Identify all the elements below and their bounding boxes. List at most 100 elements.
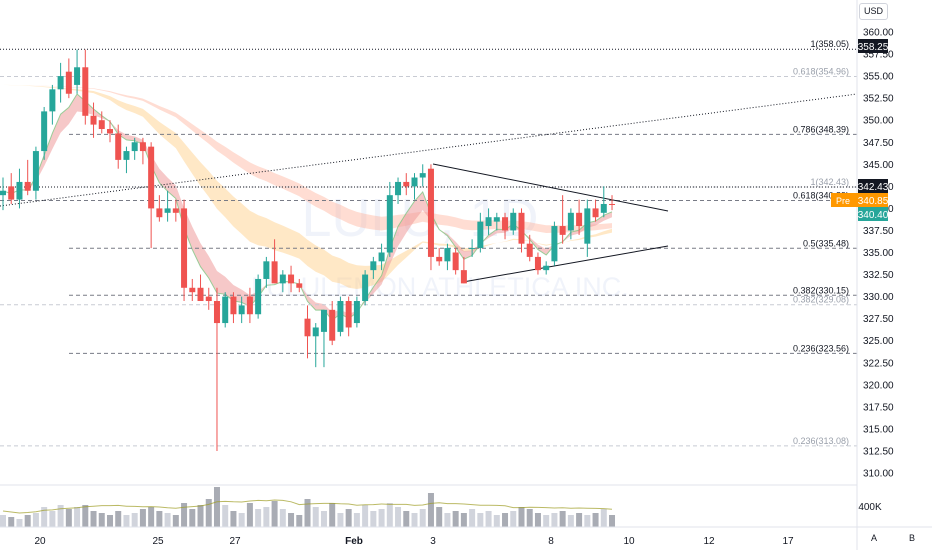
pre-price: 340.85: [858, 196, 889, 207]
candle-body: [477, 221, 484, 249]
candle-body: [592, 208, 599, 218]
volume-bar: [205, 499, 212, 527]
candle-body: [395, 181, 402, 196]
volume-bar: [304, 499, 311, 527]
candle-body: [172, 208, 179, 213]
fib-label: 0.236(313.08): [793, 436, 849, 446]
volume-bar: [329, 503, 336, 527]
last-price-tag: 342.43: [858, 179, 889, 193]
fib-label: 0.618(340.89): [793, 191, 849, 201]
y-tick-label: 312.50: [863, 446, 894, 457]
volume-bar: [370, 511, 377, 527]
volume-bar: [230, 511, 237, 527]
candle-body: [98, 120, 105, 130]
candle-body: [213, 301, 220, 324]
candle-body: [493, 217, 500, 222]
candle-body: [49, 89, 56, 112]
x-tick-label: Feb: [345, 536, 363, 547]
candle-body: [74, 67, 81, 85]
candle-body: [115, 133, 122, 160]
candle-body: [181, 208, 188, 288]
time-axis[interactable]: 20 25 27 Feb 3 8 10 12 17: [34, 536, 794, 547]
x-tick-label: 3: [430, 536, 436, 547]
volume-bar: [452, 511, 459, 527]
fib-label: 1(342.43): [810, 177, 849, 187]
y-tick-label: 330.00: [863, 292, 894, 303]
y-tick-label: 360.00: [863, 28, 894, 39]
y-tick-label: 332.50: [863, 270, 894, 281]
candle-body: [238, 305, 245, 315]
volume-bar: [395, 507, 402, 527]
candle-body: [419, 173, 426, 178]
volume-bar: [386, 503, 393, 527]
volume-bar: [534, 513, 541, 527]
fib-label: 0.5(335.48): [803, 238, 849, 248]
candle-body: [139, 142, 146, 152]
candle-body: [205, 296, 212, 302]
y-tick-label: 355.00: [863, 72, 894, 83]
volume-bar: [288, 513, 295, 527]
candle-body: [534, 256, 541, 271]
volume-bar: [427, 493, 434, 527]
candle-body: [370, 261, 377, 271]
trendline-wedge-lower: [462, 245, 669, 283]
candle-body: [230, 296, 237, 315]
volume-bar: [296, 515, 303, 527]
volume-bar: [609, 515, 616, 527]
volume-bar: [148, 507, 155, 527]
y-tick-label: 345.00: [863, 160, 894, 171]
candle-body: [518, 212, 525, 244]
trendline-long-dotted: [0, 93, 858, 207]
x-tick-label: 8: [548, 536, 554, 547]
currency-selector[interactable]: USD: [859, 3, 888, 20]
volume-bar: [559, 511, 566, 527]
svg-text:340.40: 340.40: [858, 210, 889, 221]
volume-bar: [123, 515, 130, 527]
volume-bar: [106, 515, 113, 527]
volume-bar: [320, 511, 327, 527]
volume-bar: [156, 511, 163, 527]
candle-body: [436, 256, 443, 262]
candle-body: [362, 274, 369, 302]
candle-body: [41, 111, 48, 152]
volume-bar: [246, 503, 253, 527]
candle-body: [304, 318, 311, 337]
x-tick-label: 27: [229, 536, 241, 547]
price-axis[interactable]: 360.00 357.50 355.00 352.50 350.00 347.50 345.…: [863, 28, 894, 480]
candle-body: [271, 261, 278, 284]
trendline-wedge-upper: [432, 163, 669, 212]
auto-scale-button[interactable]: A: [871, 533, 878, 543]
candle-body: [584, 208, 591, 244]
volume-bar: [172, 515, 179, 527]
log-scale-button[interactable]: B: [909, 533, 916, 543]
volume-bar: [181, 503, 188, 527]
volume-bar: [551, 513, 558, 527]
volume-bar: [263, 507, 270, 527]
candle-body: [600, 203, 607, 213]
candle-body: [312, 327, 319, 337]
candle-body: [345, 301, 352, 328]
candle-body: [485, 217, 492, 227]
volume-bar: [197, 505, 204, 527]
volume-bar: [57, 505, 64, 527]
candle-body: [526, 243, 533, 257]
candle-body: [288, 274, 295, 284]
trendlines[interactable]: [0, 93, 858, 283]
candle-body: [57, 76, 64, 90]
volume-bar: [460, 513, 467, 527]
volume-bar: [353, 513, 360, 527]
candle-body: [255, 278, 262, 315]
candle-body: [246, 296, 253, 315]
volume-bar: [8, 517, 15, 527]
volume-bar: [436, 507, 443, 527]
volume-bar: [189, 509, 196, 527]
volume-bar: [255, 509, 262, 527]
fibonacci-lines: 1(358.05) 0.618(354.96) 0.786(348.39) 1(342…: [0, 39, 857, 447]
volume-bar: [49, 511, 56, 527]
candle-body: [8, 186, 15, 200]
volume-bar: [279, 509, 286, 527]
volume-bar: [131, 513, 138, 527]
volume-bar: [164, 513, 171, 527]
ema-band-fast: [3, 94, 612, 321]
